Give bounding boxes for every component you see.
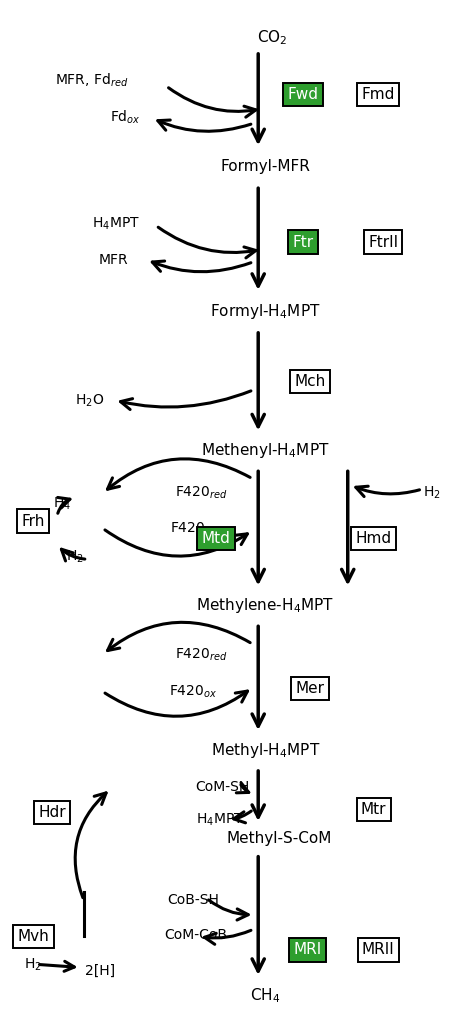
Text: H$_2$: H$_2$ (24, 956, 42, 973)
Text: Mtr: Mtr (361, 802, 386, 816)
Text: H$_2$: H$_2$ (423, 485, 441, 501)
Text: H$_4$MPT: H$_4$MPT (196, 811, 244, 828)
Text: CO$_2$: CO$_2$ (257, 28, 288, 47)
Text: Formyl-H$_4$MPT: Formyl-H$_4$MPT (210, 301, 320, 321)
Text: Mvh: Mvh (18, 929, 49, 944)
Text: Formyl-MFR: Formyl-MFR (220, 160, 310, 174)
Text: Fmd: Fmd (362, 87, 395, 102)
Text: H$_2$O: H$_2$O (75, 393, 104, 409)
Text: Methenyl-H$_4$MPT: Methenyl-H$_4$MPT (201, 441, 329, 460)
Text: Fwd: Fwd (287, 87, 319, 102)
Text: H$_4$: H$_4$ (53, 495, 71, 512)
Text: Methyl-S-CoM: Methyl-S-CoM (227, 831, 332, 845)
Text: Ftr: Ftr (292, 234, 313, 250)
Text: CoB-SH: CoB-SH (167, 893, 219, 908)
Text: Hmd: Hmd (356, 531, 392, 546)
Text: Mch: Mch (294, 374, 326, 390)
Text: 2[H]: 2[H] (85, 963, 115, 978)
Text: MRII: MRII (362, 943, 395, 957)
Text: F420$_{red}$: F420$_{red}$ (175, 485, 228, 501)
Text: MFR: MFR (99, 253, 128, 266)
Text: Methylene-H$_4$MPT: Methylene-H$_4$MPT (196, 597, 334, 615)
Text: Frh: Frh (22, 514, 45, 528)
Text: Mtd: Mtd (201, 531, 230, 546)
Text: Mer: Mer (296, 681, 325, 696)
Text: H$_4$MPT: H$_4$MPT (92, 215, 140, 232)
Text: CH$_4$: CH$_4$ (250, 986, 281, 1005)
Text: FtrII: FtrII (368, 234, 398, 250)
Text: CoM-CoB: CoM-CoB (164, 928, 227, 943)
Text: F420$_{ox}$: F420$_{ox}$ (169, 684, 217, 699)
Text: F420$_{red}$: F420$_{red}$ (175, 646, 228, 663)
Text: MFR, Fd$_{red}$: MFR, Fd$_{red}$ (55, 71, 128, 89)
Text: CoM-SH: CoM-SH (196, 780, 250, 794)
Text: MRI: MRI (293, 943, 322, 957)
Text: Hdr: Hdr (38, 805, 66, 819)
Text: F420$_{ox}$: F420$_{ox}$ (170, 520, 219, 537)
Text: Methyl-H$_4$MPT: Methyl-H$_4$MPT (210, 741, 320, 760)
Text: H$_2$: H$_2$ (66, 549, 84, 566)
Text: Fd$_{ox}$: Fd$_{ox}$ (109, 109, 140, 125)
